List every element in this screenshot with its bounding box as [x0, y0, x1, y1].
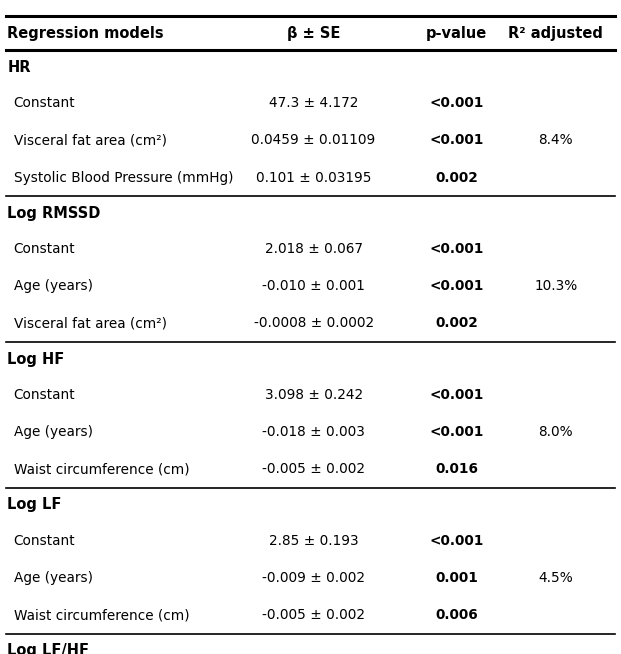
- Text: Visceral fat area (cm²): Visceral fat area (cm²): [14, 317, 166, 330]
- Text: Constant: Constant: [14, 388, 75, 402]
- Text: -0.009 ± 0.002: -0.009 ± 0.002: [262, 571, 365, 585]
- Text: -0.018 ± 0.003: -0.018 ± 0.003: [262, 425, 365, 439]
- Text: 3.098 ± 0.242: 3.098 ± 0.242: [265, 388, 363, 402]
- Text: 2.018 ± 0.067: 2.018 ± 0.067: [265, 242, 363, 256]
- Text: 8.4%: 8.4%: [538, 133, 573, 147]
- Text: 0.002: 0.002: [435, 171, 478, 184]
- Text: Waist circumference (cm): Waist circumference (cm): [14, 608, 189, 622]
- Text: Age (years): Age (years): [14, 279, 93, 293]
- Text: p-value: p-value: [426, 26, 487, 41]
- Text: Log LF/HF: Log LF/HF: [7, 644, 89, 654]
- Text: Age (years): Age (years): [14, 571, 93, 585]
- Text: Constant: Constant: [14, 534, 75, 547]
- Text: <0.001: <0.001: [429, 279, 484, 293]
- Text: 2.85 ± 0.193: 2.85 ± 0.193: [269, 534, 358, 547]
- Text: <0.001: <0.001: [429, 534, 484, 547]
- Text: 4.5%: 4.5%: [538, 571, 573, 585]
- Text: Log LF: Log LF: [7, 498, 62, 512]
- Text: 10.3%: 10.3%: [534, 279, 578, 293]
- Text: 0.101 ± 0.03195: 0.101 ± 0.03195: [256, 171, 371, 184]
- Text: <0.001: <0.001: [429, 425, 484, 439]
- Text: 0.006: 0.006: [435, 608, 478, 622]
- Text: <0.001: <0.001: [429, 388, 484, 402]
- Text: -0.005 ± 0.002: -0.005 ± 0.002: [262, 608, 365, 622]
- Text: 0.002: 0.002: [435, 317, 478, 330]
- Text: Log RMSSD: Log RMSSD: [7, 206, 101, 220]
- Text: 0.016: 0.016: [435, 462, 478, 476]
- Text: Age (years): Age (years): [14, 425, 93, 439]
- Text: Visceral fat area (cm²): Visceral fat area (cm²): [14, 133, 166, 147]
- Text: Log HF: Log HF: [7, 352, 65, 366]
- Text: R² adjusted: R² adjusted: [509, 26, 603, 41]
- Text: -0.005 ± 0.002: -0.005 ± 0.002: [262, 462, 365, 476]
- Text: -0.0008 ± 0.0002: -0.0008 ± 0.0002: [253, 317, 374, 330]
- Text: Regression models: Regression models: [7, 26, 164, 41]
- Text: 0.001: 0.001: [435, 571, 478, 585]
- Text: Systolic Blood Pressure (mmHg): Systolic Blood Pressure (mmHg): [14, 171, 233, 184]
- Text: Waist circumference (cm): Waist circumference (cm): [14, 462, 189, 476]
- Text: <0.001: <0.001: [429, 133, 484, 147]
- Text: β ± SE: β ± SE: [287, 26, 340, 41]
- Text: -0.010 ± 0.001: -0.010 ± 0.001: [262, 279, 365, 293]
- Text: HR: HR: [7, 60, 31, 75]
- Text: Constant: Constant: [14, 242, 75, 256]
- Text: Constant: Constant: [14, 96, 75, 110]
- Text: 47.3 ± 4.172: 47.3 ± 4.172: [269, 96, 358, 110]
- Text: <0.001: <0.001: [429, 242, 484, 256]
- Text: 0.0459 ± 0.01109: 0.0459 ± 0.01109: [252, 133, 376, 147]
- Text: <0.001: <0.001: [429, 96, 484, 110]
- Text: 8.0%: 8.0%: [538, 425, 573, 439]
